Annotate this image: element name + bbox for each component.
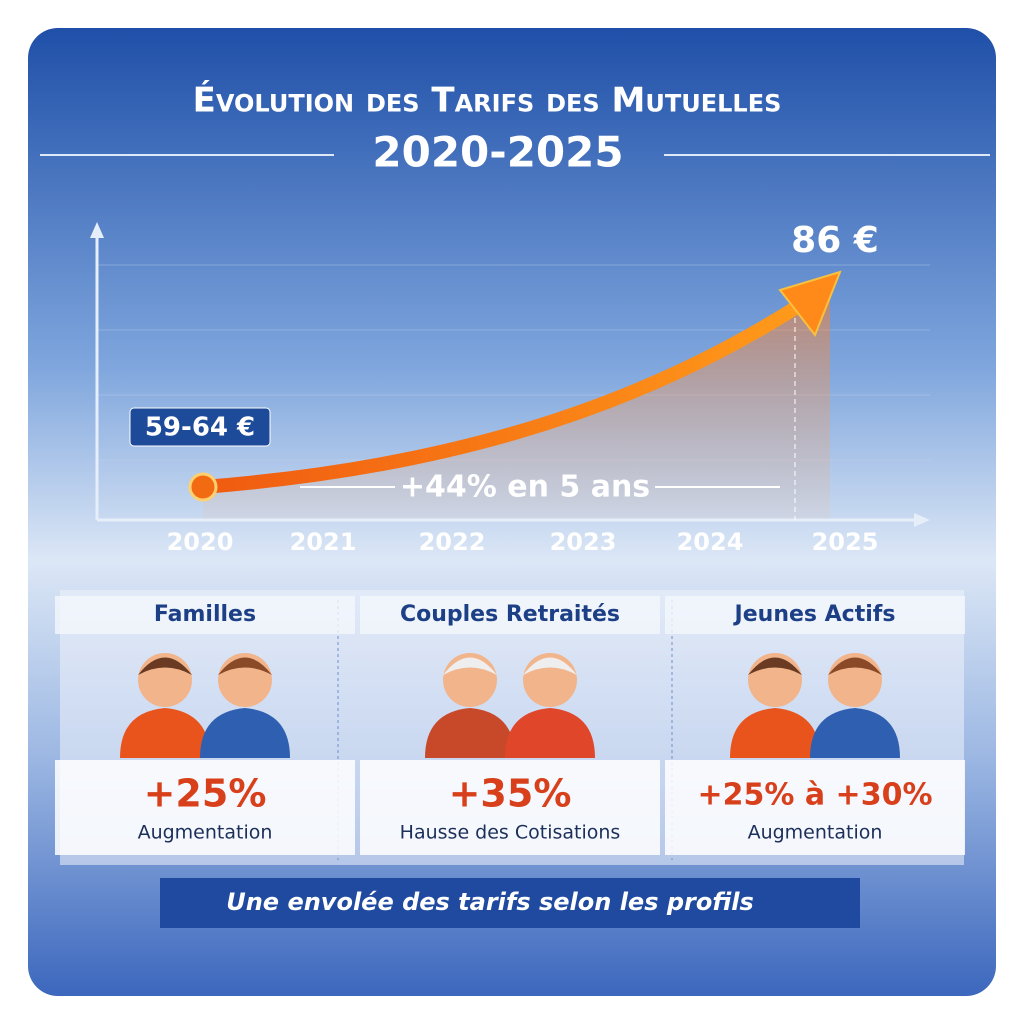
person-hair [138, 657, 192, 675]
person-body [120, 708, 210, 758]
profiles: Familles +25% Augmentation Couples Retraité… [55, 596, 965, 855]
start-value: 59-64 € [145, 413, 255, 443]
header-strip [665, 596, 965, 634]
person-body [505, 708, 595, 758]
axis-arrow [90, 222, 104, 238]
subtitle: 2020-2025 [372, 128, 623, 177]
trend-arrow [196, 298, 807, 494]
increase: +44% en 5 ans [400, 470, 650, 505]
profile-label: Augmentation [748, 822, 883, 844]
year-label: 2025 [812, 528, 879, 556]
profile-label: Augmentation [138, 822, 273, 844]
header-strip [360, 596, 660, 634]
profile-name: Jeunes Actifs [733, 602, 896, 627]
value-strip [55, 760, 355, 855]
title: Évolution des Tarifs des Mutuelles [193, 80, 782, 121]
person-body [730, 708, 820, 758]
profile-change: +25% [144, 772, 267, 816]
start-dot [188, 472, 218, 502]
person-hair [443, 657, 497, 675]
year-label: 2024 [677, 528, 744, 556]
profile-change: +25% à +30% [697, 778, 932, 813]
end-value: 86 € [791, 220, 879, 261]
value-strip [665, 760, 965, 855]
year-label: 2021 [290, 528, 357, 556]
year-label: 2022 [419, 528, 486, 556]
profile-name: Couples Retraités [400, 602, 620, 627]
profile-change: +35% [449, 772, 572, 816]
arrow-head [778, 270, 842, 337]
person-hair [828, 657, 882, 675]
start-badge [129, 407, 271, 447]
years: 2020 2021 2022 2023 2024 2025 [167, 528, 879, 556]
profile-label: Hausse des Cotisations [400, 822, 621, 844]
person-body [200, 708, 290, 758]
year-label: 2023 [550, 528, 617, 556]
person-body [810, 708, 900, 758]
person-hair [748, 657, 802, 675]
year-label: 2020 [167, 528, 234, 556]
person-hair [523, 657, 577, 675]
value-strip [360, 760, 660, 855]
axis-arrow [914, 513, 930, 527]
person-body [425, 708, 515, 758]
footer: Une envolée des tarifs selon les profils [226, 888, 754, 916]
area-glow [203, 285, 830, 520]
profile-name: Familles [154, 602, 256, 627]
footer-bar [160, 878, 860, 928]
person-hair [218, 657, 272, 675]
header-strip [55, 596, 355, 634]
